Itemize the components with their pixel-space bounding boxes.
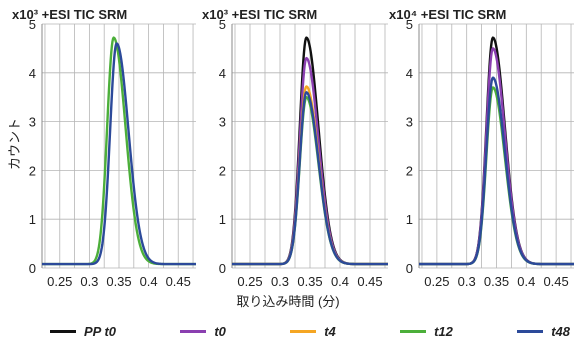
x-tick-label: 0.3 [80, 274, 98, 289]
y-tick-label: 1 [219, 212, 226, 227]
x-axis-label: 取り込み時間 (分) [236, 294, 339, 309]
x-tick-label: 0.4 [140, 274, 158, 289]
y-tick-label: 5 [29, 17, 36, 32]
y-tick-label: 4 [406, 66, 413, 81]
series-line-t48 [41, 42, 197, 266]
y-tick-label: 0 [406, 261, 413, 276]
legend-item-t48: t48 [517, 324, 570, 339]
legend-item-t12: t12 [400, 324, 453, 339]
series-line-t48 [418, 76, 574, 266]
chart-panel-3: 0 1 2 3 4 5 0.25 0.3 0.35 0.4 0.45 x10⁴ +ESI TIC SR… [389, 7, 574, 289]
legend-label-t12: t12 [434, 323, 453, 339]
y-tick-label: 0 [29, 261, 36, 276]
y-tick-label: 2 [219, 163, 226, 178]
x-tick-label: 0.4 [331, 274, 349, 289]
x-tick-label: 0.35 [297, 274, 322, 289]
x-tick-label: 0.45 [357, 274, 382, 289]
x-tick-label: 0.25 [237, 274, 262, 289]
legend-swatch-t48 [517, 329, 544, 333]
legend-label-t4: t4 [324, 323, 336, 339]
legend-label-pp-t0: PP t0 [84, 323, 117, 339]
x-tick-label: 0.35 [106, 274, 131, 289]
legend-item-t0: t0 [180, 324, 226, 339]
legend-item-pp-t0: PP t0 [50, 324, 116, 339]
legend-item-t4: t4 [290, 324, 336, 339]
panel-title: x10³ +ESI TIC SRM [202, 7, 317, 22]
y-tick-label: 5 [406, 17, 413, 32]
y-tick-label: 1 [406, 212, 413, 227]
x-tick-label: 0.45 [166, 274, 191, 289]
y-tick-label: 2 [406, 163, 413, 178]
y-tick-label: 4 [29, 66, 36, 81]
legend-swatch-t12 [400, 329, 427, 333]
panel-title: x10⁴ +ESI TIC SRM [389, 7, 506, 22]
y-tick-label: 3 [29, 115, 36, 130]
x-tick-label: 0.25 [47, 274, 72, 289]
y-tick-label: 3 [219, 115, 226, 130]
x-tick-label: 0.35 [484, 274, 509, 289]
x-tick-label: 0.25 [424, 274, 449, 289]
panel-title: x10³ +ESI TIC SRM [12, 7, 127, 22]
chart-panel-2: 0 1 2 3 4 5 0.25 0.3 0.35 0.4 0.45 x10³ +ESI TIC SR… [202, 7, 389, 289]
legend-label-t0: t0 [214, 323, 226, 339]
y-tick-label: 3 [406, 115, 413, 130]
y-tick-label: 0 [219, 261, 226, 276]
legend: PP t0 t0 t4 t12 t48 [50, 322, 570, 340]
x-tick-label: 0.45 [543, 274, 568, 289]
legend-swatch-t0 [180, 329, 207, 333]
y-tick-label: 2 [29, 163, 36, 178]
y-tick-label: 4 [219, 66, 226, 81]
legend-swatch-t4 [290, 329, 317, 333]
x-tick-label: 0.3 [271, 274, 289, 289]
series-line-t48 [231, 91, 389, 266]
x-tick-label: 0.3 [458, 274, 476, 289]
chart-panel-1: 0 1 2 3 4 5 0.25 0.3 0.35 0.4 0.45 x10³ +ESI TIC SR… [12, 7, 197, 289]
legend-swatch-pp-t0 [50, 329, 76, 333]
legend-label-t48: t48 [551, 323, 570, 339]
y-tick-label: 5 [219, 17, 226, 32]
y-axis-label: カウント [7, 118, 22, 170]
y-tick-label: 1 [29, 212, 36, 227]
x-tick-label: 0.4 [517, 274, 535, 289]
